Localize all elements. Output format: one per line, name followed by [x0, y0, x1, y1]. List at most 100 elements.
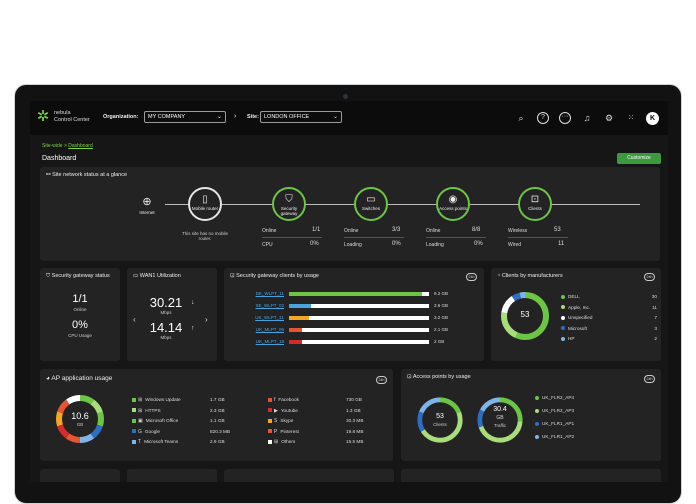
aps-loading-value: 0% [474, 241, 483, 247]
gear-icon[interactable]: ⚙ [604, 113, 614, 123]
grid-icon: ⊞ [274, 439, 279, 445]
arrow-down-icon: ↓ [191, 299, 195, 306]
app-name: Pinterest [280, 428, 299, 434]
brand-line1: nebula [54, 110, 71, 116]
customize-button[interactable]: Customize [617, 153, 661, 164]
mobile-router-label: Mobile router [191, 206, 219, 211]
bell-icon[interactable]: ♫ [583, 113, 591, 123]
usage-bar-fill [289, 304, 312, 308]
apps-grid-icon[interactable]: ⁙ [627, 113, 635, 122]
org-value: MY COMPANY [148, 114, 186, 120]
ap-by-usage-title-text: Access points by usage [412, 374, 471, 380]
app-name: Facebook [278, 397, 299, 402]
clients-node[interactable]: ⊡ Clients [518, 187, 552, 221]
manufacturers-title: ◔ Clients by manufacturers [497, 273, 563, 279]
ap-clients-donut [417, 397, 463, 443]
google-icon: G [138, 428, 142, 435]
list-item: f Facebook 730 GB [268, 397, 383, 405]
client-name-link[interactable]: UK_MLPT_06 [255, 327, 284, 332]
table-row: SE_WLPT_02 3.6 GB [234, 303, 454, 310]
mobile-router-node[interactable]: ▯ Mobile router [188, 187, 222, 221]
gateway-clients-list: DE_WLPT_11 9.2 GB SE_WLPT_02 3.6 GB UK_WLPT_… [234, 287, 474, 357]
ap-clients-label: Clients [433, 422, 447, 427]
gateway-status-title: ⛉ Security gateway status [46, 273, 116, 280]
wan-up-value: 14.14 [149, 320, 183, 335]
internet-label: Internet [139, 210, 155, 215]
gateway-online-count: 1/1 [72, 293, 88, 305]
more-icon[interactable]: ··· [559, 112, 571, 124]
list-item: ▶ Youtube 1.3 GB [268, 408, 383, 416]
legend-dot [535, 408, 539, 413]
donut-segment [477, 397, 523, 443]
client-name-link[interactable]: UK_WLPT_31 [255, 315, 284, 320]
network-connector-line [165, 204, 640, 205]
monitor-icon: ⊡ [530, 194, 540, 205]
client-name-link[interactable]: UK_MLPT_18 [255, 339, 284, 344]
help-icon[interactable]: ? [537, 112, 549, 124]
ap-app-usage-title-text: AP application usage [51, 375, 113, 382]
chevron-right-icon[interactable]: › [205, 315, 208, 324]
client-name-link[interactable]: SE_WLPT_02 [255, 303, 284, 308]
teams-icon: T [138, 439, 142, 445]
site-select[interactable]: LONDON OFFICE ⌄ [260, 111, 342, 123]
gateway-online-value: 1/1 [312, 227, 321, 233]
network-status-card: ⚯ Site network status at a glance ⊕ Inte… [40, 167, 660, 261]
legend-swatch [132, 397, 136, 402]
ap-usage-donut [56, 395, 104, 443]
ap-clients-total: 53 [436, 413, 444, 420]
breadcrumb-current[interactable]: Dashboard [68, 143, 93, 149]
24h-badge[interactable]: 24h [644, 375, 655, 383]
access-points-node[interactable]: ◉ Access points [436, 187, 470, 221]
manufacturers-legend: DELL 30 Apple, Inc. 11 Unspecified 7 Microsoft… [561, 294, 657, 354]
24h-badge[interactable]: 24h [644, 273, 655, 281]
app-list-left: ⊞ Windows Update 1.7 GB ⊞ HTTPS 2.3 GB ▣ Micros… [132, 397, 242, 452]
legend-dot [561, 326, 565, 331]
network-title-text: Site network status at a glance [52, 172, 128, 178]
facebook-icon: f [274, 397, 276, 403]
manufacturer-count: 3 [654, 325, 657, 331]
aps-online-value: 8/8 [472, 227, 481, 233]
wan-title: ▭ WAN1 Utilization [133, 273, 181, 279]
divider [508, 237, 568, 238]
usage-bar-track [289, 328, 429, 332]
usage-value: 9.2 GB [434, 291, 449, 296]
switches-node[interactable]: ▭ Switches [354, 187, 388, 221]
client-name-link[interactable]: DE_WLPT_11 [255, 291, 284, 296]
org-select[interactable]: MY COMPANY ⌄ [144, 111, 226, 123]
youtube-icon: ▶ [274, 407, 278, 414]
app-value: 820.3 MB [210, 428, 231, 434]
security-gateway-node[interactable]: ⛉ Security gateway [272, 187, 306, 221]
usage-bar-track [289, 340, 429, 344]
24h-badge[interactable]: 24h [376, 376, 387, 384]
donut-segment [477, 397, 523, 443]
table-row: DE_WLPT_11 9.2 GB [234, 291, 454, 298]
usage-bar-track [289, 304, 429, 308]
top-bar: ✲ nebula Control Center Organization: MY… [30, 101, 668, 135]
manufacturer-count: 11 [652, 304, 657, 310]
divider [262, 237, 322, 238]
gateway-cpu-label: CPU [262, 242, 273, 248]
manufacturer-name: Unspecified [568, 315, 593, 320]
list-item: UK_FLR2_AP3 [535, 408, 574, 416]
donut-segment [56, 395, 104, 443]
app-value: 30.3 MB [346, 418, 364, 423]
switches-label: Switches [361, 206, 380, 211]
brand-line2: Control Center [54, 117, 90, 123]
internet-node[interactable]: ⊕ Internet [136, 195, 158, 215]
ap-app-usage-card: ◕ AP application usage 24h 10.6 GB ⊞ Wind… [40, 369, 393, 461]
search-icon[interactable]: ⌕ [518, 113, 524, 123]
window-icon: ▭ [133, 273, 140, 279]
breadcrumb-parent[interactable]: Site-wide [42, 143, 63, 149]
grid-icon: ⊞ [138, 407, 143, 414]
table-row: UK_MLPT_18 2 GB [234, 339, 454, 346]
divider [344, 237, 404, 238]
wireless-label: Wireless [508, 228, 528, 234]
usage-bar-fill [289, 316, 309, 320]
avatar[interactable]: K [646, 112, 659, 125]
chevron-left-icon[interactable]: ‹ [133, 315, 136, 324]
list-item: ⊞ Windows Update 1.7 GB [132, 397, 242, 405]
org-label: Organization: [103, 114, 139, 120]
ap-name: UK_FLR2_AP4 [542, 395, 575, 400]
usage-bar-track [289, 292, 429, 296]
24h-badge[interactable]: 24h [466, 273, 477, 281]
